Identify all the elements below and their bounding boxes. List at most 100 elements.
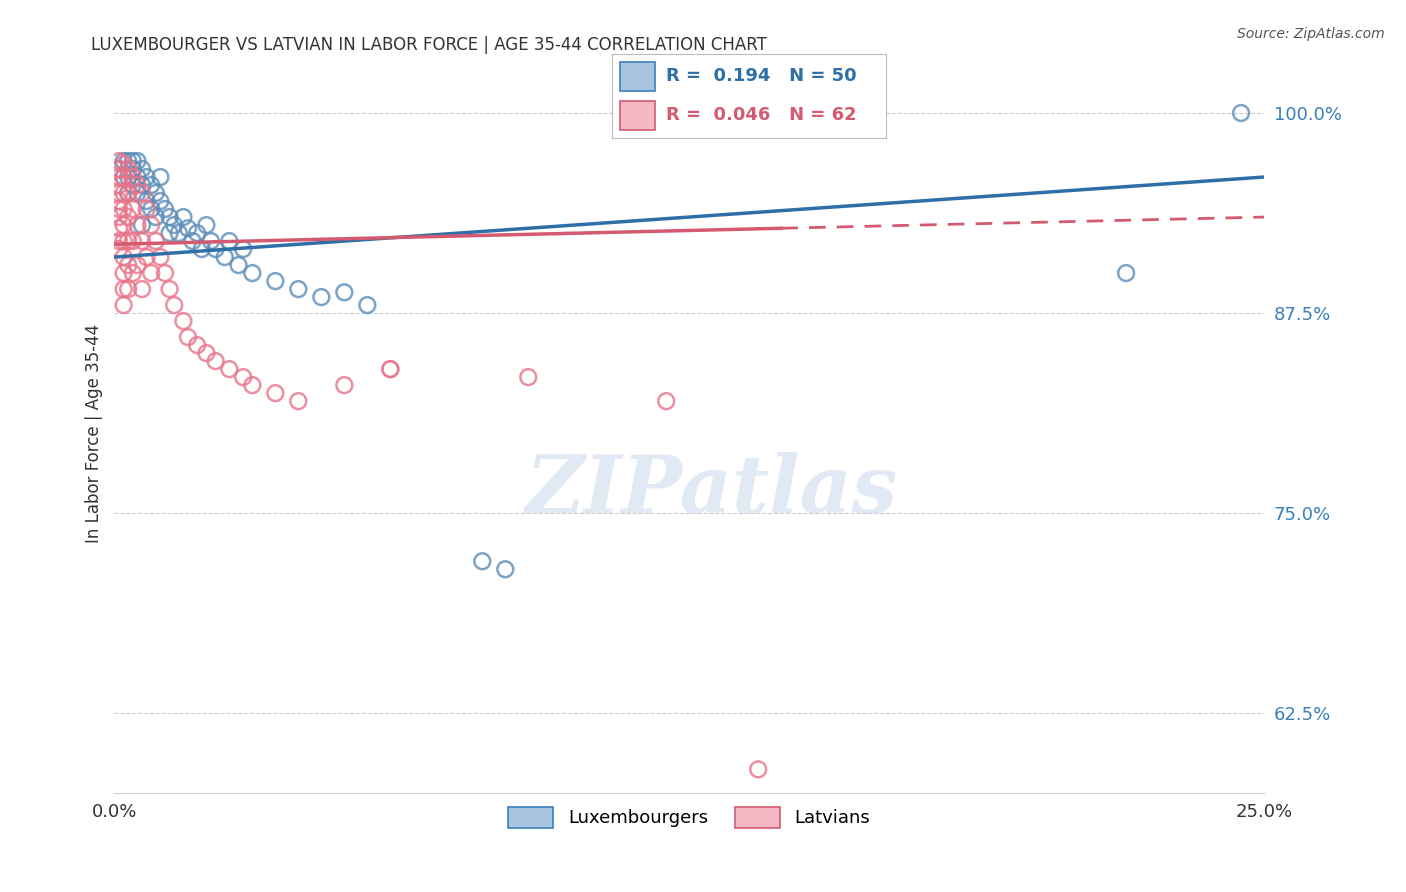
Point	[655, 394, 678, 409]
Point	[177, 221, 200, 235]
Point	[127, 186, 149, 200]
Point	[240, 266, 263, 280]
Point	[131, 234, 153, 248]
Point	[121, 234, 143, 248]
Point	[127, 258, 149, 272]
Point	[333, 378, 356, 392]
Point	[108, 154, 131, 169]
Point	[108, 234, 131, 248]
Point	[131, 282, 153, 296]
Point	[117, 154, 139, 169]
Point	[204, 242, 226, 256]
Point	[108, 161, 131, 176]
Point	[186, 338, 208, 352]
Point	[228, 258, 250, 272]
Point	[1230, 106, 1253, 120]
Point	[141, 202, 163, 216]
Point	[117, 161, 139, 176]
Bar	[620, 62, 655, 91]
Point	[131, 178, 153, 192]
Point	[121, 154, 143, 169]
Text: R =  0.194   N = 50: R = 0.194 N = 50	[666, 68, 858, 86]
Point	[117, 169, 139, 184]
Point	[195, 346, 218, 360]
Point	[112, 234, 135, 248]
Point	[287, 394, 309, 409]
Point	[112, 154, 135, 169]
Point	[747, 762, 769, 776]
Point	[191, 242, 214, 256]
Point	[517, 370, 540, 384]
Y-axis label: In Labor Force | Age 35-44: In Labor Force | Age 35-44	[86, 324, 103, 542]
Point	[186, 226, 208, 240]
Point	[141, 178, 163, 192]
Point	[121, 266, 143, 280]
Point	[131, 218, 153, 232]
Point	[287, 282, 309, 296]
Point	[172, 314, 194, 328]
Point	[112, 169, 135, 184]
Point	[108, 178, 131, 192]
Point	[117, 186, 139, 200]
Point	[311, 290, 333, 304]
Point	[145, 186, 167, 200]
Bar	[620, 101, 655, 130]
Point	[149, 250, 172, 264]
Text: R =  0.046   N = 62: R = 0.046 N = 62	[666, 106, 858, 124]
Point	[264, 386, 287, 401]
Point	[117, 186, 139, 200]
Point	[112, 186, 135, 200]
Point	[494, 562, 516, 576]
Point	[214, 250, 236, 264]
Point	[108, 221, 131, 235]
Point	[108, 194, 131, 208]
Point	[131, 186, 153, 200]
Point	[163, 298, 186, 312]
Point	[112, 250, 135, 264]
Point	[121, 161, 143, 176]
Point	[153, 266, 176, 280]
Text: LUXEMBOURGER VS LATVIAN IN LABOR FORCE | AGE 35-44 CORRELATION CHART: LUXEMBOURGER VS LATVIAN IN LABOR FORCE |…	[91, 36, 768, 54]
Point	[108, 210, 131, 224]
Point	[1115, 266, 1137, 280]
Point	[108, 242, 131, 256]
Point	[232, 242, 254, 256]
Point	[195, 218, 218, 232]
Point	[380, 362, 402, 376]
Point	[159, 282, 181, 296]
Point	[240, 378, 263, 392]
Point	[112, 282, 135, 296]
Point	[135, 202, 157, 216]
Point	[333, 285, 356, 300]
Point	[264, 274, 287, 288]
Point	[135, 250, 157, 264]
Point	[232, 370, 254, 384]
Point	[112, 157, 135, 171]
Point	[121, 178, 143, 192]
Point	[108, 169, 131, 184]
Point	[135, 194, 157, 208]
Point	[135, 169, 157, 184]
Point	[149, 169, 172, 184]
Point	[127, 169, 149, 184]
Point	[121, 202, 143, 216]
Point	[108, 202, 131, 216]
Point	[112, 169, 135, 184]
Point	[112, 218, 135, 232]
Point	[200, 234, 222, 248]
Point	[204, 354, 226, 368]
Point	[181, 234, 204, 248]
Point	[159, 210, 181, 224]
Point	[159, 226, 181, 240]
Point	[145, 210, 167, 224]
Point	[112, 266, 135, 280]
Point	[141, 218, 163, 232]
Point	[163, 218, 186, 232]
Point	[177, 330, 200, 344]
Point	[167, 226, 190, 240]
Point	[218, 234, 240, 248]
Text: ZIPatlas: ZIPatlas	[526, 452, 898, 530]
Point	[218, 362, 240, 376]
Point	[117, 258, 139, 272]
Point	[112, 298, 135, 312]
